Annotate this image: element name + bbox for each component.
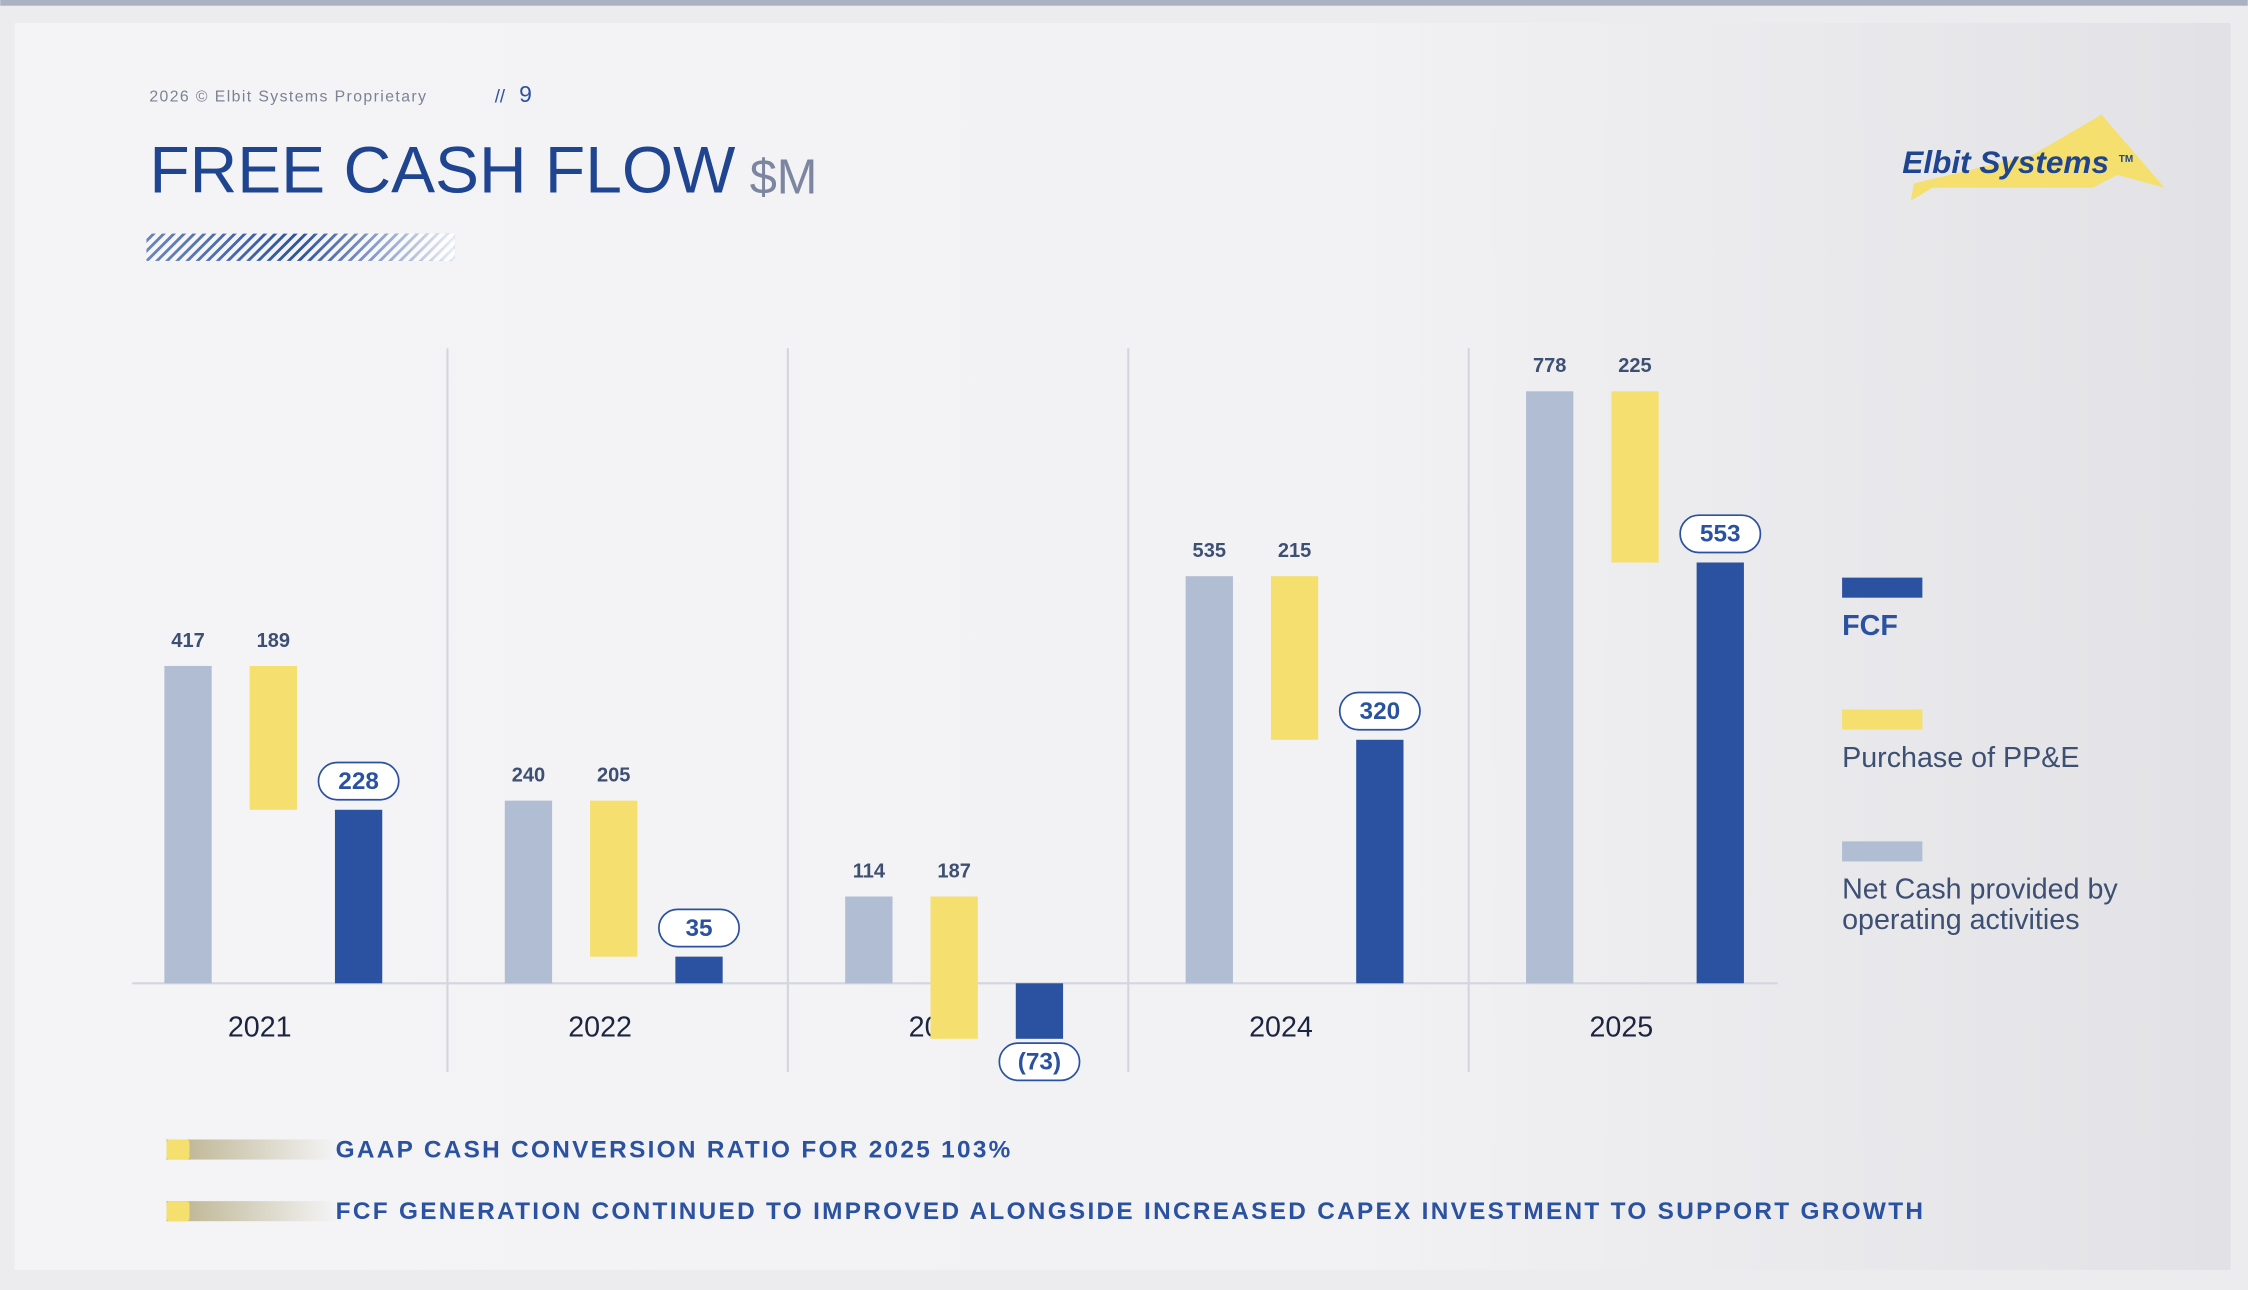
data-label: 320: [1360, 698, 1401, 725]
x-tick-label: 2022: [568, 1012, 632, 1044]
bar: [164, 665, 212, 984]
copyright: 2026 © Elbit Systems Proprietary: [149, 89, 427, 106]
bar: [1270, 576, 1319, 740]
logo-shape: [1910, 114, 2165, 201]
data-label-pill: [998, 1042, 1081, 1082]
bar: [845, 896, 893, 984]
bar: [1356, 739, 1404, 984]
notes: GAAP CASH CONVERSION RATIO FOR 2025 103%…: [166, 1136, 1926, 1225]
note-text: GAAP CASH CONVERSION RATIO FOR 2025 103%: [336, 1136, 1013, 1163]
bar: [334, 809, 383, 984]
plot: 20214171892282022240205352023114187(73)2…: [164, 348, 1762, 1082]
legend-swatch: [1842, 709, 1923, 730]
data-label-pill: [658, 908, 741, 948]
bar: [930, 896, 978, 1039]
data-label: 417: [171, 630, 204, 652]
data-label: 225: [1618, 355, 1651, 377]
bar: [590, 800, 638, 957]
x-tick-label: 2024: [1249, 1012, 1313, 1044]
bar: [249, 665, 297, 810]
legend-item: Net Cash provided by operating activitie…: [1842, 875, 2118, 936]
legend-item: FCF: [1842, 612, 1898, 643]
data-label: (73): [1018, 1049, 1061, 1076]
bar: [1185, 576, 1233, 984]
note-text: FCF GENERATION CONTINUED TO IMPROVED ALO…: [336, 1198, 1926, 1225]
chart-title: FREE CASH FLOW: [149, 132, 735, 206]
data-label: 553: [1700, 521, 1741, 548]
note-marker: [166, 1201, 190, 1222]
slide-background: [14, 22, 2231, 1270]
page-number: 9: [519, 81, 532, 107]
bar: [675, 956, 723, 984]
title-underline-fade: [146, 233, 455, 261]
bar: [1526, 391, 1574, 984]
data-label: 114: [853, 860, 886, 882]
bar: [1611, 391, 1659, 563]
legend: FCF Purchase of PP&E Net Cash provided by …: [1842, 577, 2118, 936]
data-label: 215: [1278, 540, 1311, 562]
logo-mark: TM: [2119, 154, 2133, 165]
logo-text: Elbit Systems: [1902, 144, 2109, 180]
note-bar: [166, 1201, 336, 1222]
legend-label: Purchase of PP&E: [1842, 743, 2080, 774]
data-label-pill: [1338, 691, 1421, 731]
top-strip: [0, 0, 2248, 6]
legend-label: Net Cash provided by operating activitie…: [1842, 875, 2118, 936]
bar: [504, 800, 553, 984]
bar: [1015, 983, 1064, 1039]
unit: $M: [750, 150, 818, 204]
separator: //: [495, 85, 506, 106]
data-label: 35: [685, 915, 712, 942]
legend-swatch: [1842, 841, 1923, 862]
bar: [1696, 562, 1744, 984]
data-label-pill: [317, 761, 400, 801]
data-label: 778: [1533, 355, 1566, 377]
x-tick-label: 2025: [1589, 1012, 1653, 1044]
data-label: 189: [257, 630, 290, 652]
legend-swatch: [1842, 577, 1923, 598]
note-marker: [166, 1139, 190, 1160]
note-bar: [166, 1139, 336, 1160]
data-label-pill: [1679, 514, 1762, 554]
data-label: 240: [512, 765, 545, 787]
x-tick-label: 2021: [228, 1012, 292, 1044]
logo: Elbit Systems TM: [1902, 114, 2165, 201]
legend-label: FCF: [1842, 612, 1898, 643]
data-label: 535: [1193, 540, 1226, 562]
legend-item: Purchase of PP&E: [1842, 743, 2080, 774]
data-label: 228: [338, 768, 379, 795]
data-label: 205: [597, 765, 630, 787]
data-label: 187: [937, 860, 970, 882]
